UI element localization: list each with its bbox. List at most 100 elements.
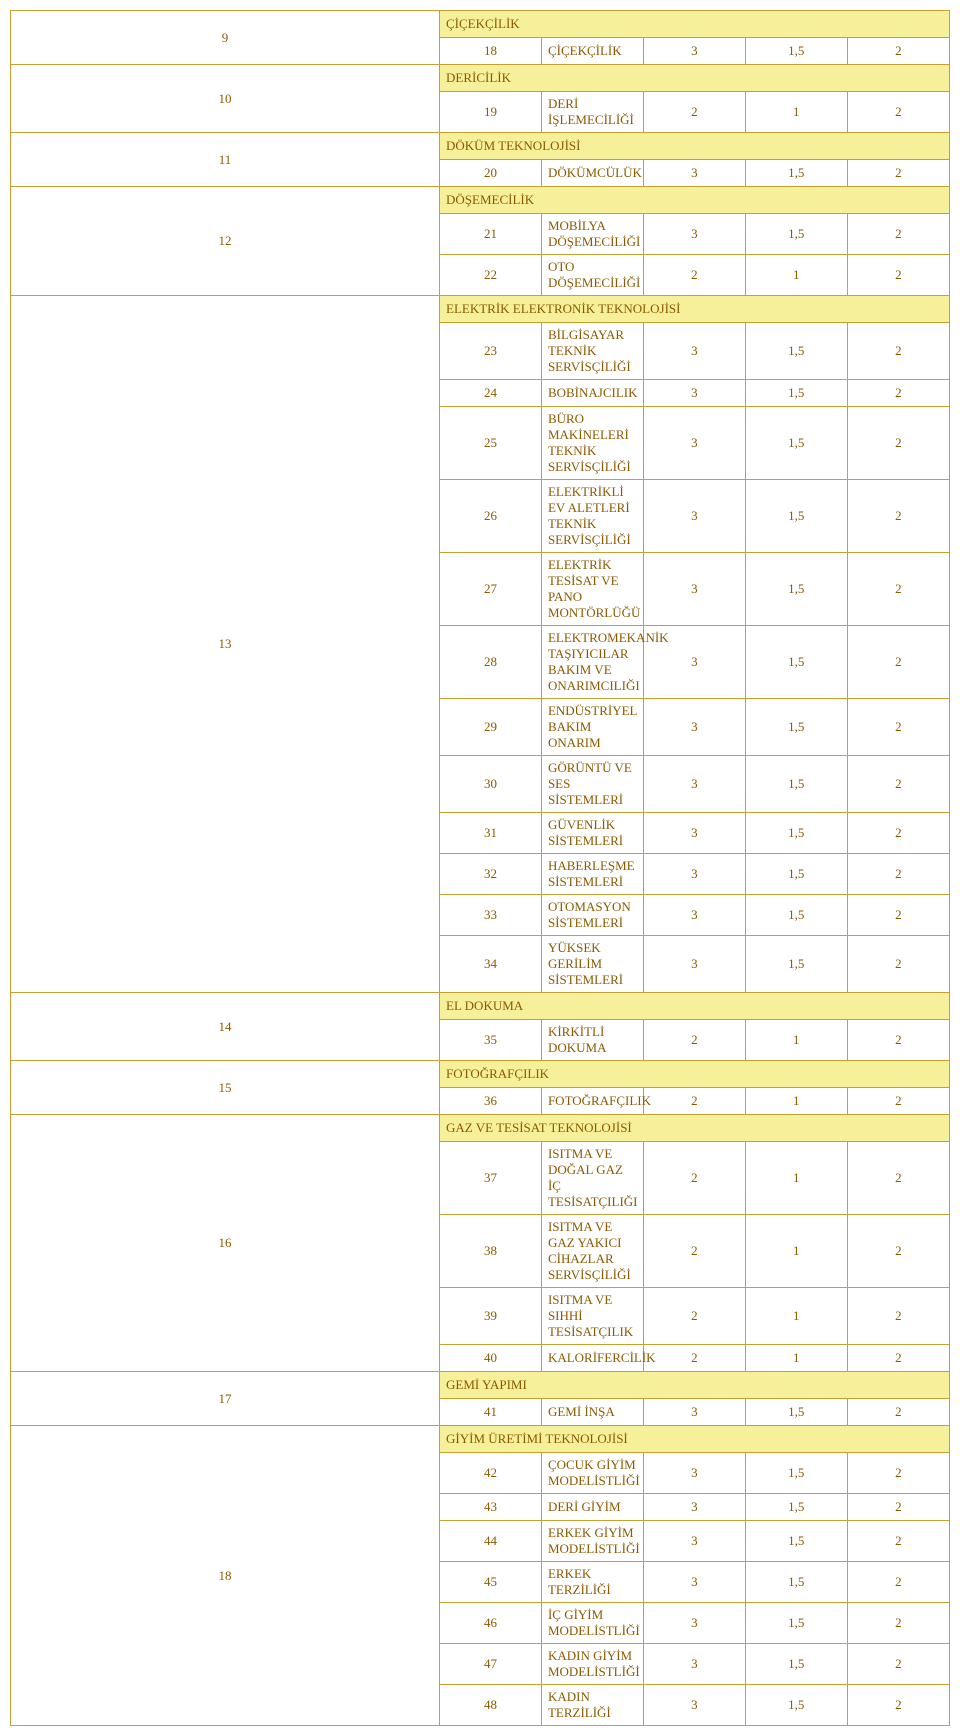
row-number: 34 bbox=[440, 936, 542, 993]
section-title: ÇİÇEKÇİLİK bbox=[440, 11, 950, 38]
row-number: 21 bbox=[440, 214, 542, 255]
row-name: DERİ İŞLEMECİLİĞİ bbox=[541, 92, 643, 133]
row-v3: 2 bbox=[847, 407, 949, 480]
row-v2: 1 bbox=[745, 1345, 847, 1372]
row-v1: 3 bbox=[643, 895, 745, 936]
row-v3: 2 bbox=[847, 38, 949, 65]
row-v2: 1,5 bbox=[745, 380, 847, 407]
row-v1: 2 bbox=[643, 255, 745, 296]
row-v1: 2 bbox=[643, 92, 745, 133]
row-number: 36 bbox=[440, 1088, 542, 1115]
row-v2: 1,5 bbox=[745, 214, 847, 255]
row-v1: 3 bbox=[643, 1521, 745, 1562]
row-v3: 2 bbox=[847, 626, 949, 699]
row-v3: 2 bbox=[847, 854, 949, 895]
row-number: 22 bbox=[440, 255, 542, 296]
row-v1: 3 bbox=[643, 1603, 745, 1644]
row-v2: 1 bbox=[745, 255, 847, 296]
row-v1: 3 bbox=[643, 214, 745, 255]
row-name: MOBİLYA DÖŞEMECİLİĞİ bbox=[541, 214, 643, 255]
row-number: 44 bbox=[440, 1521, 542, 1562]
row-name: GÜVENLİK SİSTEMLERİ bbox=[541, 813, 643, 854]
row-v3: 2 bbox=[847, 756, 949, 813]
section-title: EL DOKUMA bbox=[440, 993, 950, 1020]
row-v1: 3 bbox=[643, 38, 745, 65]
row-name: KADIN TERZİLİĞİ bbox=[541, 1685, 643, 1726]
row-v3: 2 bbox=[847, 1562, 949, 1603]
row-v2: 1,5 bbox=[745, 1521, 847, 1562]
row-v2: 1,5 bbox=[745, 323, 847, 380]
row-name: OTO DÖŞEMECİLİĞİ bbox=[541, 255, 643, 296]
row-name: KALORİFERCİLİK bbox=[541, 1345, 643, 1372]
row-name: OTOMASYON SİSTEMLERİ bbox=[541, 895, 643, 936]
row-v3: 2 bbox=[847, 1644, 949, 1685]
row-v2: 1 bbox=[745, 1142, 847, 1215]
row-name: KİRKİTLİ DOKUMA bbox=[541, 1020, 643, 1061]
row-number: 23 bbox=[440, 323, 542, 380]
row-number: 40 bbox=[440, 1345, 542, 1372]
row-number: 25 bbox=[440, 407, 542, 480]
row-name: BİLGİSAYAR TEKNİK SERVİSÇİLİĞİ bbox=[541, 323, 643, 380]
row-number: 42 bbox=[440, 1453, 542, 1494]
section-index: 17 bbox=[11, 1372, 440, 1426]
row-v2: 1,5 bbox=[745, 160, 847, 187]
row-v3: 2 bbox=[847, 1088, 949, 1115]
row-v2: 1,5 bbox=[745, 480, 847, 553]
row-v2: 1,5 bbox=[745, 1399, 847, 1426]
row-v3: 2 bbox=[847, 1399, 949, 1426]
row-name: KADIN GİYİM MODELİSTLİĞİ bbox=[541, 1644, 643, 1685]
row-v1: 3 bbox=[643, 1399, 745, 1426]
row-number: 43 bbox=[440, 1494, 542, 1521]
row-name: ELEKTRİK TESİSAT VE PANO MONTÖRLÜĞÜ bbox=[541, 553, 643, 626]
row-number: 29 bbox=[440, 699, 542, 756]
row-v2: 1,5 bbox=[745, 1644, 847, 1685]
row-name: ÇOCUK GİYİM MODELİSTLİĞİ bbox=[541, 1453, 643, 1494]
row-v2: 1,5 bbox=[745, 895, 847, 936]
row-number: 32 bbox=[440, 854, 542, 895]
row-v2: 1,5 bbox=[745, 38, 847, 65]
row-v1: 3 bbox=[643, 756, 745, 813]
row-v2: 1,5 bbox=[745, 1603, 847, 1644]
row-name: HABERLEŞME SİSTEMLERİ bbox=[541, 854, 643, 895]
row-v3: 2 bbox=[847, 1142, 949, 1215]
row-number: 30 bbox=[440, 756, 542, 813]
row-v3: 2 bbox=[847, 699, 949, 756]
row-v2: 1,5 bbox=[745, 553, 847, 626]
row-v3: 2 bbox=[847, 323, 949, 380]
row-v1: 2 bbox=[643, 1142, 745, 1215]
row-number: 27 bbox=[440, 553, 542, 626]
row-v3: 2 bbox=[847, 895, 949, 936]
row-name: ISITMA VE DOĞAL GAZ İÇ TESİSATÇILIĞI bbox=[541, 1142, 643, 1215]
row-v1: 3 bbox=[643, 813, 745, 854]
row-v3: 2 bbox=[847, 1494, 949, 1521]
row-v2: 1,5 bbox=[745, 626, 847, 699]
row-v1: 3 bbox=[643, 407, 745, 480]
row-number: 24 bbox=[440, 380, 542, 407]
row-v1: 3 bbox=[643, 1494, 745, 1521]
row-v2: 1,5 bbox=[745, 699, 847, 756]
row-v1: 3 bbox=[643, 1453, 745, 1494]
row-v3: 2 bbox=[847, 1215, 949, 1288]
row-v3: 2 bbox=[847, 553, 949, 626]
section-title: DÖKÜM TEKNOLOJİSİ bbox=[440, 133, 950, 160]
row-v2: 1 bbox=[745, 1215, 847, 1288]
row-number: 48 bbox=[440, 1685, 542, 1726]
row-v3: 2 bbox=[847, 936, 949, 993]
row-v2: 1,5 bbox=[745, 854, 847, 895]
section-title: DÖŞEMECİLİK bbox=[440, 187, 950, 214]
section-index: 10 bbox=[11, 65, 440, 133]
row-name: ELEKTRİKLİ EV ALETLERİ TEKNİK SERVİSÇİLİ… bbox=[541, 480, 643, 553]
row-number: 35 bbox=[440, 1020, 542, 1061]
row-v2: 1,5 bbox=[745, 1494, 847, 1521]
row-v3: 2 bbox=[847, 380, 949, 407]
row-v3: 2 bbox=[847, 1345, 949, 1372]
row-v2: 1,5 bbox=[745, 407, 847, 480]
row-v3: 2 bbox=[847, 1685, 949, 1726]
row-number: 38 bbox=[440, 1215, 542, 1288]
row-v3: 2 bbox=[847, 214, 949, 255]
row-name: GEMİ İNŞA bbox=[541, 1399, 643, 1426]
row-number: 19 bbox=[440, 92, 542, 133]
row-name: GÖRÜNTÜ VE SES SİSTEMLERİ bbox=[541, 756, 643, 813]
row-v2: 1,5 bbox=[745, 1685, 847, 1726]
row-number: 28 bbox=[440, 626, 542, 699]
